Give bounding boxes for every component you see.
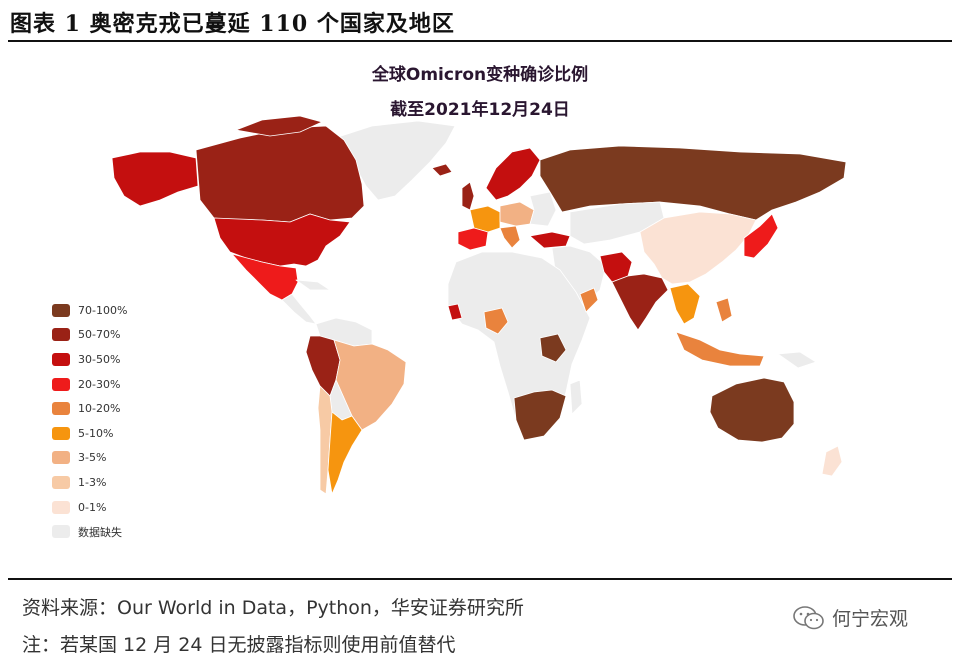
- region-china: [639, 211, 757, 285]
- world-map: [111, 115, 847, 495]
- watermark: 何宁宏观: [792, 604, 908, 631]
- legend-swatch: [52, 525, 70, 539]
- legend-label: 3-5%: [78, 451, 107, 465]
- legend-swatch: [52, 500, 70, 514]
- legend-swatch: [52, 328, 70, 342]
- legend-swatch: [52, 377, 70, 391]
- region-canada: [195, 125, 365, 223]
- region-iceland: [431, 163, 453, 177]
- region-west-africa: [447, 303, 463, 321]
- legend-swatch: [52, 426, 70, 440]
- region-chile: [317, 385, 333, 495]
- source-note: 资料来源：Our World in Data，Python，华安证券研究所: [22, 597, 524, 619]
- region-scandinavia: [485, 147, 541, 201]
- footnote: 注：若某国 12 月 24 日无披露指标则使用前值替代: [22, 634, 456, 656]
- legend-swatch: [52, 352, 70, 366]
- map-title: 全球Omicron变种确诊比例: [371, 65, 589, 85]
- legend-label: 20-30%: [78, 377, 121, 391]
- region-turkey: [529, 231, 571, 249]
- region-usa: [213, 213, 351, 267]
- legend-swatch: [52, 303, 70, 317]
- legend-item: 3-5%: [52, 446, 127, 471]
- region-cuba: [295, 279, 331, 291]
- region-alaska: [111, 151, 199, 207]
- legend-item: 1-3%: [52, 470, 127, 495]
- region-spain: [457, 227, 489, 251]
- legend-item: 50-70%: [52, 323, 127, 348]
- legend-label: 10-20%: [78, 402, 121, 416]
- legend-item: 0-1%: [52, 495, 127, 520]
- legend-label: 70-100%: [78, 303, 128, 317]
- watermark-text: 何宁宏观: [832, 608, 909, 630]
- region-nigeria: [483, 307, 509, 335]
- region-argentina: [327, 411, 363, 495]
- legend-item: 20-30%: [52, 372, 127, 397]
- region-arctic-islands: [235, 115, 323, 137]
- region-madagascar: [569, 379, 583, 415]
- region-india: [611, 273, 669, 331]
- region-uk: [461, 181, 475, 211]
- legend-label: 5-10%: [78, 426, 114, 440]
- legend-label: 0-1%: [78, 500, 107, 514]
- region-central-europe: [499, 201, 535, 227]
- map-subtitle: 截至2021年12月24日: [390, 100, 570, 120]
- region-southeast-asia: [669, 283, 701, 325]
- legend-label: 30-50%: [78, 352, 121, 366]
- legend-swatch: [52, 451, 70, 465]
- legend-label: 数据缺失: [78, 525, 122, 539]
- region-australia: [709, 377, 795, 443]
- region-horn-africa: [579, 287, 599, 313]
- bottom-rule: [8, 578, 952, 580]
- legend-label: 50-70%: [78, 328, 121, 342]
- top-rule: [8, 40, 952, 42]
- legend-item: 数据缺失: [52, 519, 127, 544]
- legend-label: 1-3%: [78, 475, 107, 489]
- legend-item: 5-10%: [52, 421, 127, 446]
- legend-swatch: [52, 402, 70, 416]
- region-new-zealand: [821, 445, 843, 477]
- legend-item: 30-50%: [52, 347, 127, 372]
- region-central-america: [281, 293, 317, 325]
- region-philippines: [715, 297, 733, 323]
- map-legend: 70-100% 50-70% 30-50% 20-30% 10-20% 5-10…: [52, 298, 127, 544]
- legend-swatch: [52, 475, 70, 489]
- wechat-icon: [793, 605, 824, 629]
- region-southern-africa: [513, 389, 567, 441]
- region-papua: [777, 351, 817, 369]
- region-eastern-europe: [529, 191, 557, 227]
- region-east-africa: [539, 333, 567, 363]
- legend-item: 70-100%: [52, 298, 127, 323]
- region-japan: [743, 213, 779, 259]
- legend-item: 10-20%: [52, 396, 127, 421]
- region-indonesia: [675, 331, 765, 367]
- figure-title: 图表 1 奥密克戎已蔓延 110 个国家及地区: [10, 11, 455, 37]
- region-russia: [539, 145, 847, 221]
- region-italy: [499, 225, 521, 249]
